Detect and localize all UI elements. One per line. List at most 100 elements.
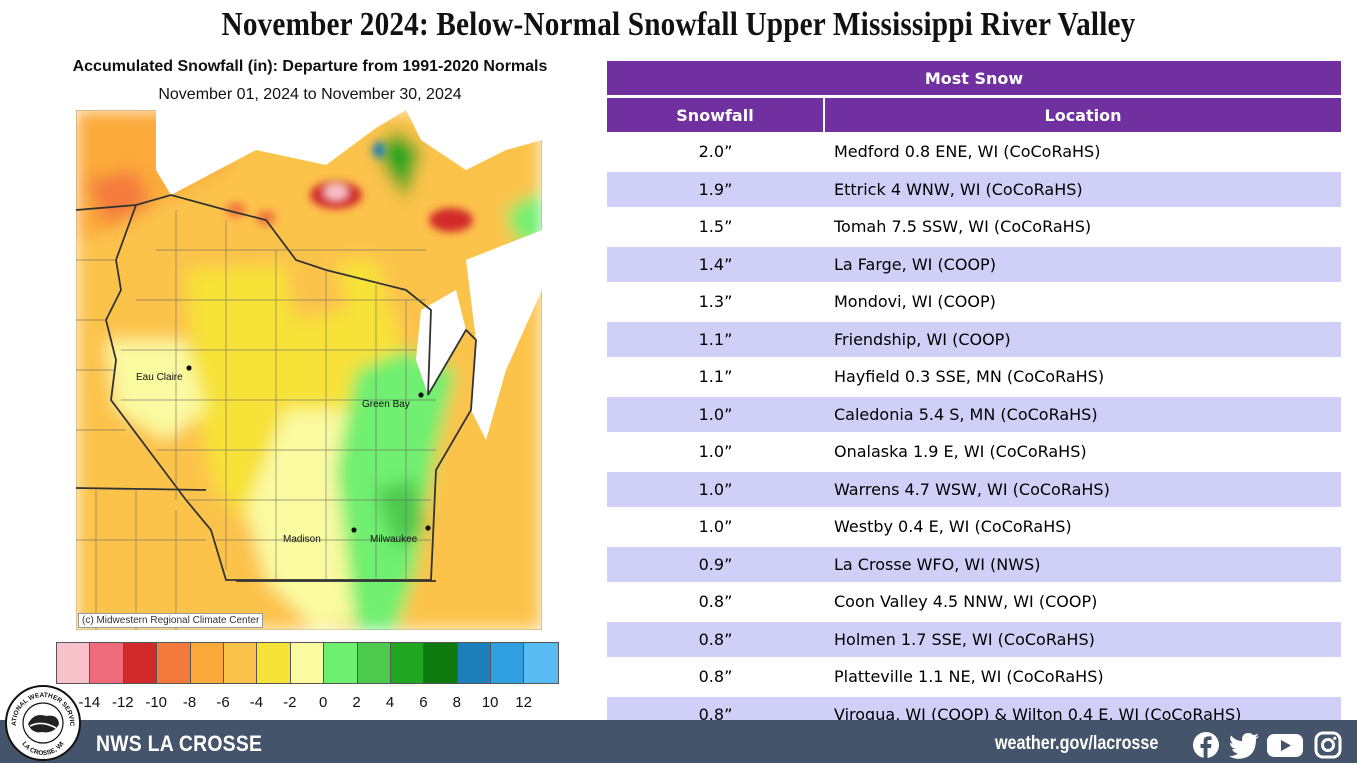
nws-logo: NATIONAL WEATHER SERVICE LA CROSSE, WI — [4, 684, 81, 761]
legend-tick-label: 0 — [319, 694, 328, 711]
legend-tick-label: -2 — [283, 694, 297, 711]
location-cell: Coon Valley 4.5 NNW, WI (COOP) — [824, 582, 1341, 621]
location-cell: Friendship, WI (COOP) — [824, 319, 1341, 358]
table-row: 2.0” Medford 0.8 ENE, WI (CoCoRaHS) — [607, 132, 1341, 171]
office-name: NWS LA CROSSE — [96, 731, 263, 756]
legend-swatch — [357, 643, 391, 683]
facebook-icon[interactable] — [1192, 731, 1220, 759]
legend-swatch — [290, 643, 325, 683]
table-row: 1.0” Onalaska 1.9 E, WI (CoCoRaHS) — [607, 432, 1341, 471]
location-cell: Westby 0.4 E, WI (CoCoRaHS) — [824, 507, 1341, 546]
legend-tick-label: 10 — [481, 694, 499, 711]
map-credit: (c) Midwestern Regional Climate Center — [78, 613, 264, 628]
city-label-madison: Madison — [283, 534, 321, 545]
legend-tick-label: 12 — [515, 694, 532, 711]
snowfall-cell: 1.9” — [607, 169, 824, 208]
legend-tick-label: -8 — [182, 694, 197, 711]
legend-tick-label: -12 — [111, 694, 134, 711]
table-row: 0.8” Holmen 1.7 SSE, WI (CoCoRaHS) — [607, 619, 1341, 658]
legend-tick-label: 2 — [352, 694, 361, 711]
table-row: 0.9” La Crosse WFO, WI (NWS) — [607, 544, 1341, 583]
legend-tick-label: 8 — [452, 694, 461, 711]
legend-swatch — [157, 643, 191, 683]
table-row: 1.1” Hayfield 0.3 SSE, MN (CoCoRaHS) — [607, 357, 1341, 396]
snowfall-cell: 1.0” — [607, 469, 824, 508]
table-row: 1.4” La Farge, WI (COOP) — [607, 244, 1341, 283]
legend-swatch — [223, 643, 258, 683]
legend-tick-label: -4 — [249, 694, 264, 711]
page-title: November 2024: Below-Normal Snowfall Upp… — [221, 6, 1136, 43]
legend-swatch — [257, 643, 291, 683]
snowfall-cell: 0.8” — [607, 619, 824, 658]
snowfall-cell: 1.0” — [607, 507, 824, 546]
legend-tick-label: 4 — [385, 694, 395, 711]
legend-swatch — [324, 643, 358, 683]
snowfall-map-panel: Accumulated Snowfall (in): Departure fro… — [30, 56, 590, 716]
wisconsin-snowfall-map: Eau Claire Green Bay Madison Milwaukee — [76, 110, 542, 630]
table-banner: Most Snow — [607, 61, 1341, 98]
snowfall-cell: 1.3” — [607, 282, 824, 321]
location-cell: Platteville 1.1 NE, WI (CoCoRaHS) — [824, 657, 1341, 696]
legend-tick-label: -14 — [78, 694, 101, 711]
map-title: Accumulated Snowfall (in): Departure fro… — [72, 58, 548, 75]
table-row: 1.5” Tomah 7.5 SSW, WI (CoCoRaHS) — [607, 207, 1341, 246]
website-link[interactable]: weather.gov/lacrosse — [995, 733, 1159, 754]
snowfall-cell: 1.1” — [607, 319, 824, 358]
legend-labels: -14 -12 -10 -8 -6 -4 -2 0 2 4 6 8 10 12 — [56, 694, 560, 714]
snowfall-cell: 1.1” — [607, 357, 824, 396]
location-cell: Onalaska 1.9 E, WI (CoCoRaHS) — [824, 432, 1341, 471]
header-snowfall: Snowfall — [607, 96, 825, 133]
legend-swatch — [57, 643, 91, 683]
location-cell: La Farge, WI (COOP) — [824, 244, 1341, 283]
snowfall-cell: 1.5” — [607, 207, 824, 246]
location-cell: Ettrick 4 WNW, WI (CoCoRaHS) — [824, 169, 1341, 208]
legend-swatch — [90, 643, 124, 683]
legend-swatch — [123, 643, 158, 683]
youtube-icon[interactable] — [1266, 731, 1304, 759]
location-cell: Holmen 1.7 SSE, WI (CoCoRaHS) — [824, 619, 1341, 658]
legend-swatch — [524, 643, 558, 683]
table-row: 1.0” Warrens 4.7 WSW, WI (CoCoRaHS) — [607, 469, 1341, 508]
footer-bar: NWS LA CROSSE weather.gov/lacrosse — [0, 720, 1357, 763]
location-cell: La Crosse WFO, WI (NWS) — [824, 544, 1341, 583]
color-legend — [56, 642, 559, 684]
legend-swatch — [190, 643, 224, 683]
city-label-eau-claire: Eau Claire — [136, 372, 183, 383]
legend-tick-label: -10 — [145, 694, 168, 711]
table-row: 1.0” Caledonia 5.4 S, MN (CoCoRaHS) — [607, 394, 1341, 433]
table-row: 1.0” Westby 0.4 E, WI (CoCoRaHS) — [607, 507, 1341, 546]
city-label-milwaukee: Milwaukee — [370, 534, 418, 545]
legend-swatch — [457, 643, 492, 683]
snowfall-cell: 2.0” — [607, 132, 824, 171]
map-date-range: November 01, 2024 to November 30, 2024 — [158, 86, 462, 103]
location-cell: Hayfield 0.3 SSE, MN (CoCoRaHS) — [824, 357, 1341, 396]
legend-tick-label: -6 — [216, 694, 230, 711]
location-cell: Tomah 7.5 SSW, WI (CoCoRaHS) — [824, 207, 1341, 246]
snowfall-cell: 1.4” — [607, 244, 824, 283]
table-row: 0.8” Coon Valley 4.5 NNW, WI (COOP) — [607, 582, 1341, 621]
snowfall-cell: 0.8” — [607, 657, 824, 696]
instagram-icon[interactable] — [1314, 731, 1342, 759]
location-cell: Warrens 4.7 WSW, WI (CoCoRaHS) — [824, 469, 1341, 508]
legend-swatch — [491, 643, 525, 683]
location-cell: Mondovi, WI (COOP) — [824, 282, 1341, 321]
twitter-icon[interactable] — [1228, 731, 1260, 759]
table-row: 1.3” Mondovi, WI (COOP) — [607, 282, 1341, 321]
city-label-green-bay: Green Bay — [362, 399, 410, 410]
table-body: 2.0” Medford 0.8 ENE, WI (CoCoRaHS) 1.9” Et… — [607, 132, 1341, 732]
snowfall-cell: 0.8” — [607, 582, 824, 621]
table-row: 1.9” Ettrick 4 WNW, WI (CoCoRaHS) — [607, 169, 1341, 208]
most-snow-table: Most Snow Snowfall Location 2.0” Medford … — [607, 61, 1341, 732]
table-row: 1.1” Friendship, WI (COOP) — [607, 319, 1341, 358]
location-cell: Caledonia 5.4 S, MN (CoCoRaHS) — [824, 394, 1341, 433]
snowfall-cell: 1.0” — [607, 432, 824, 471]
snowfall-cell: 1.0” — [607, 394, 824, 433]
header-location: Location — [824, 96, 1341, 133]
legend-tick-label: 6 — [419, 694, 428, 711]
table-row: 0.8” Platteville 1.1 NE, WI (CoCoRaHS) — [607, 657, 1341, 696]
snowfall-cell: 0.9” — [607, 544, 824, 583]
location-cell: Medford 0.8 ENE, WI (CoCoRaHS) — [824, 132, 1341, 171]
most-snow-table-container: Most Snow Snowfall Location 2.0” Medford … — [607, 61, 1341, 732]
legend-swatch — [424, 643, 458, 683]
legend-swatch — [390, 643, 425, 683]
